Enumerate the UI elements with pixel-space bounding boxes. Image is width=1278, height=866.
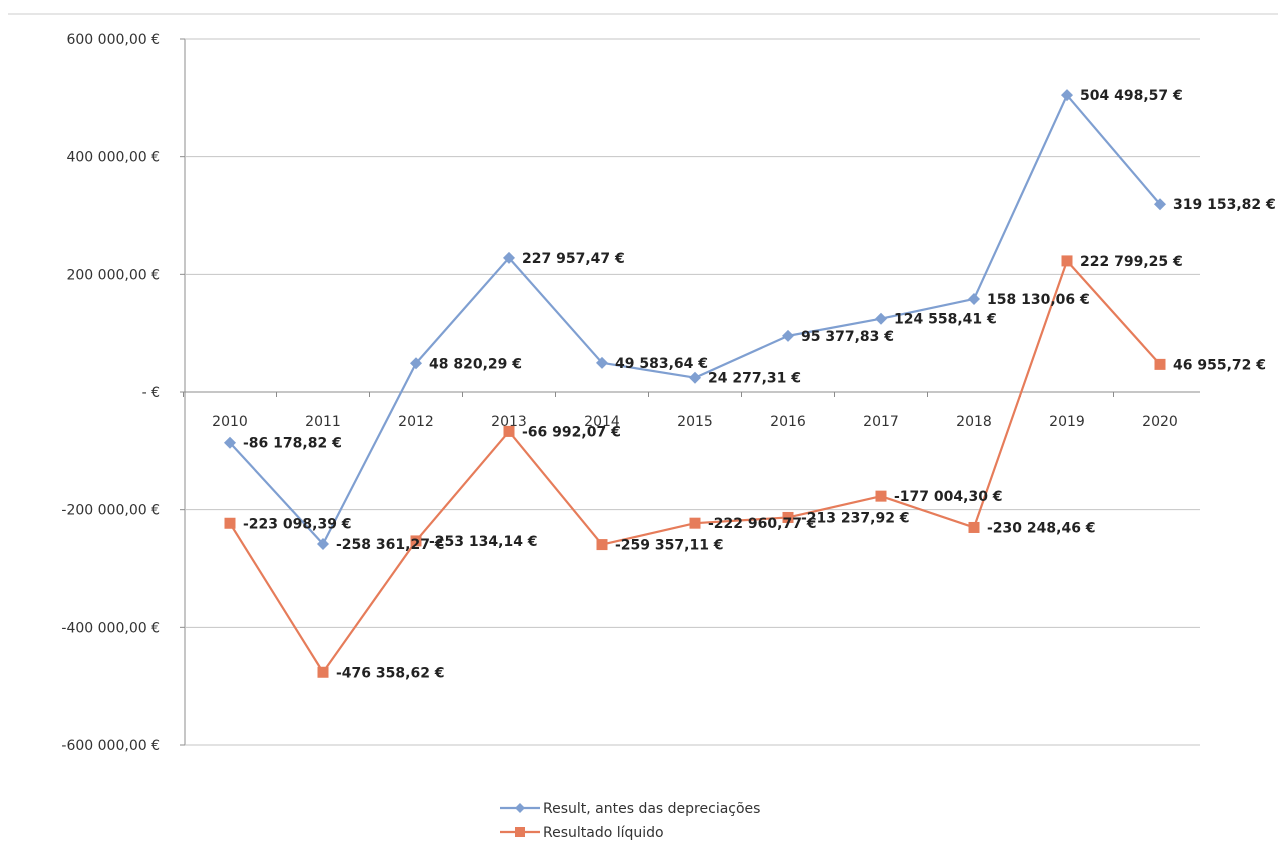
data-label: 158 130,06 €	[987, 292, 1090, 308]
series-line	[229, 94, 1161, 546]
data-label: 49 583,64 €	[615, 356, 708, 372]
data-point-square	[1154, 358, 1166, 370]
data-label: 48 820,29 €	[429, 356, 522, 372]
x-tick-label: 2018	[956, 414, 992, 430]
data-point-square	[689, 517, 701, 529]
x-tick-label: 2020	[1142, 414, 1178, 430]
data-label: -476 358,62 €	[336, 665, 445, 681]
data-labels: -86 178,82 € -258 361,27 € 48 820,29 € 227 …	[243, 88, 1276, 681]
x-tick-label: 2019	[1049, 414, 1085, 430]
data-label: 46 955,72 €	[1173, 357, 1266, 373]
data-point-square	[596, 539, 608, 551]
data-point-square	[968, 521, 980, 533]
data-label: 319 153,82 €	[1173, 197, 1276, 213]
x-tick-label: 2016	[770, 414, 806, 430]
data-label: 222 799,25 €	[1080, 254, 1183, 270]
data-point-diamond	[782, 329, 794, 342]
data-point-square	[224, 517, 236, 529]
data-label: -258 361,27 €	[336, 537, 445, 553]
x-axis-ticks: 2010 2011 2012 2013 2014 2015 2016 2017 2018 2019…	[212, 414, 1178, 430]
y-tick-label: -200 000,00 €	[61, 503, 160, 519]
gridlines	[180, 38, 1200, 746]
data-label: -177 004,30 €	[894, 489, 1003, 505]
x-tick-label: 2014	[584, 414, 620, 430]
y-tick-label: 400 000,00 €	[66, 150, 160, 166]
x-tick-label: 2013	[491, 414, 527, 430]
legend-label: Result, antes das depreciações	[543, 801, 760, 817]
data-point-diamond	[317, 538, 329, 551]
y-tick-label: 200 000,00 €	[66, 267, 160, 283]
x-tick-label: 2011	[305, 414, 341, 430]
x-tick-label: 2012	[398, 414, 434, 430]
legend: Result, antes das depreciações Resultado …	[500, 801, 760, 841]
legend-marker-square	[515, 827, 525, 837]
data-point-diamond	[689, 371, 701, 384]
y-tick-label: - €	[142, 385, 160, 401]
data-point-diamond	[968, 292, 980, 305]
data-label: -253 134,14 €	[429, 534, 538, 550]
x-tick-label: 2017	[863, 414, 899, 430]
data-label: 24 277,31 €	[708, 371, 801, 387]
data-point-diamond	[875, 312, 887, 325]
series-group	[224, 89, 1166, 678]
y-axis-ticks: 600 000,00 € 400 000,00 € 200 000,00 € - € -…	[61, 32, 160, 754]
data-label: 124 558,41 €	[894, 312, 997, 328]
data-point-square	[503, 425, 515, 437]
y-tick-label: 600 000,00 €	[66, 32, 160, 48]
data-label: -223 098,39 €	[243, 516, 352, 532]
data-point-diamond	[503, 251, 515, 264]
data-point-square	[782, 511, 794, 523]
data-label: -66 992,07 €	[522, 424, 621, 440]
data-point-diamond	[224, 436, 236, 449]
y-tick-label: -400 000,00 €	[61, 620, 160, 636]
y-tick-label: -600 000,00 €	[61, 738, 160, 754]
data-point-square	[1061, 255, 1073, 267]
data-point-diamond	[1154, 198, 1166, 211]
data-label: -259 357,11 €	[615, 538, 724, 554]
x-tick-label: 2015	[677, 414, 713, 430]
data-point-diamond	[1061, 89, 1073, 102]
legend-label: Resultado líquido	[543, 825, 664, 841]
data-label: 227 957,47 €	[522, 251, 625, 267]
series-line	[229, 259, 1161, 674]
data-label: -230 248,46 €	[987, 520, 1096, 536]
data-label: -213 237,92 €	[801, 510, 910, 526]
data-point-square	[410, 535, 422, 547]
data-label: -222 960,77 €	[708, 516, 817, 532]
data-point-diamond	[596, 356, 608, 369]
data-label: -86 178,82 €	[243, 436, 342, 452]
x-tick-label: 2010	[212, 414, 248, 430]
data-label: 504 498,57 €	[1080, 88, 1183, 104]
data-label: 95 377,83 €	[801, 329, 894, 345]
data-point-square	[875, 490, 887, 502]
data-point-diamond	[410, 357, 422, 370]
legend-marker-diamond	[515, 803, 525, 813]
data-point-square	[317, 666, 329, 678]
